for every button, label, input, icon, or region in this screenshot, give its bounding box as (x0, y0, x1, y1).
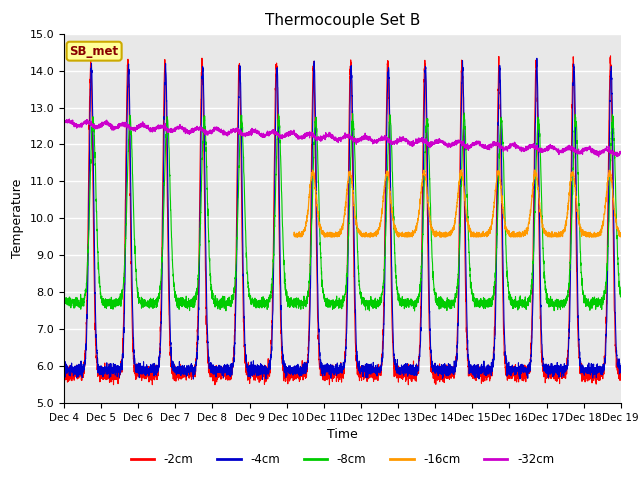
-32cm (60, 120, 68, 126)
-2cm (616, 371, 624, 377)
-8cm (499, 139, 507, 145)
-4cm (533, 55, 541, 61)
-2cm (60, 364, 68, 370)
-32cm (436, 137, 444, 143)
-2cm (436, 367, 444, 373)
-4cm (499, 249, 507, 254)
Legend: -2cm, -4cm, -8cm, -16cm, -32cm: -2cm, -4cm, -8cm, -16cm, -32cm (126, 449, 559, 471)
-32cm (322, 130, 330, 135)
X-axis label: Time: Time (327, 429, 358, 442)
-16cm (499, 204, 506, 209)
-4cm (617, 365, 625, 371)
Line: -2cm: -2cm (64, 56, 621, 385)
-32cm (65, 116, 73, 122)
Y-axis label: Temperature: Temperature (11, 179, 24, 258)
-4cm (160, 129, 168, 135)
Text: SB_met: SB_met (70, 45, 118, 58)
-32cm (617, 149, 625, 155)
-16cm (617, 230, 625, 236)
-8cm (322, 301, 330, 307)
-8cm (460, 110, 468, 116)
-2cm (109, 382, 117, 388)
-8cm (411, 308, 419, 314)
Line: -4cm: -4cm (64, 58, 621, 380)
-32cm (161, 124, 168, 130)
-2cm (499, 288, 507, 294)
Line: -8cm: -8cm (64, 113, 621, 311)
-2cm (467, 365, 475, 371)
-32cm (616, 151, 624, 156)
-32cm (595, 154, 602, 160)
Title: Thermocouple Set B: Thermocouple Set B (265, 13, 420, 28)
-32cm (467, 142, 475, 147)
-8cm (60, 295, 68, 300)
-16cm (436, 233, 444, 239)
Line: -32cm: -32cm (64, 119, 621, 157)
-16cm (322, 234, 330, 240)
-8cm (616, 293, 624, 299)
-2cm (322, 370, 330, 375)
-2cm (607, 53, 614, 59)
-8cm (617, 291, 625, 297)
-8cm (160, 198, 168, 204)
-2cm (161, 80, 168, 85)
-16cm (467, 229, 475, 235)
-4cm (60, 367, 68, 372)
-4cm (322, 367, 330, 372)
-4cm (259, 377, 266, 383)
-2cm (617, 367, 625, 372)
-8cm (436, 303, 444, 309)
-8cm (468, 287, 476, 292)
Line: -16cm: -16cm (294, 170, 621, 237)
-32cm (499, 147, 507, 153)
-4cm (616, 367, 624, 372)
-4cm (436, 368, 444, 374)
-16cm (616, 233, 624, 239)
-4cm (467, 368, 475, 373)
